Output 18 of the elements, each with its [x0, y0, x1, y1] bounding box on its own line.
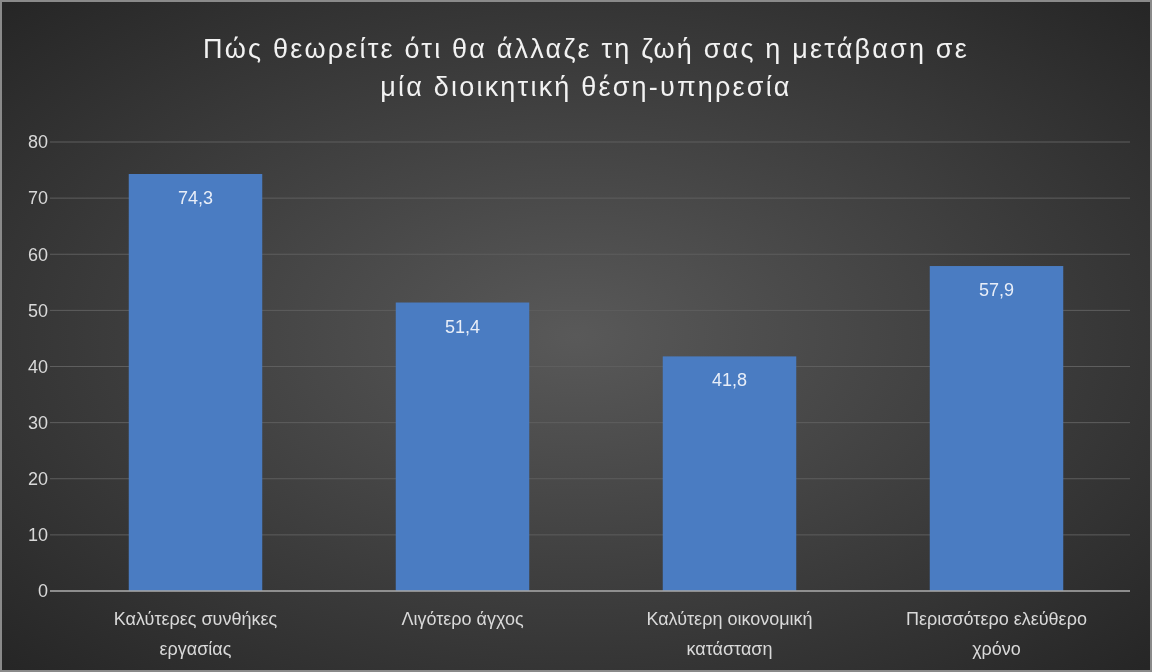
y-tick-label: 60 — [27, 244, 48, 265]
y-tick-label: 70 — [27, 188, 48, 209]
y-tick-label: 40 — [27, 356, 48, 377]
y-tick-label: 10 — [27, 525, 48, 546]
data-label: 41,8 — [711, 370, 748, 391]
x-tick-label: Λιγότερο άγχος — [401, 609, 524, 629]
x-tick-label: Καλύτερες συνθήκες εργασίας — [113, 609, 278, 659]
y-tick-label: 50 — [27, 300, 48, 321]
x-tick-label: Καλύτερη οικονομική κατάσταση — [646, 609, 813, 659]
y-tick-label: 20 — [27, 469, 48, 490]
y-tick-label: 80 — [27, 132, 48, 153]
data-label: 74,3 — [177, 187, 214, 208]
data-label: 51,4 — [444, 316, 481, 337]
x-tick-label: Περισσότερο ελεύθερο χρόνο — [906, 609, 1087, 659]
y-tick-label: 0 — [37, 581, 48, 602]
data-label: 57,9 — [978, 280, 1015, 301]
y-tick-label: 30 — [27, 412, 48, 433]
chart-title: Πώς θεωρείτε ότι θα άλλαζε τη ζωή σας η μετάβαση σε μία διοικητική θέση-υπηρεσία — [203, 34, 969, 102]
